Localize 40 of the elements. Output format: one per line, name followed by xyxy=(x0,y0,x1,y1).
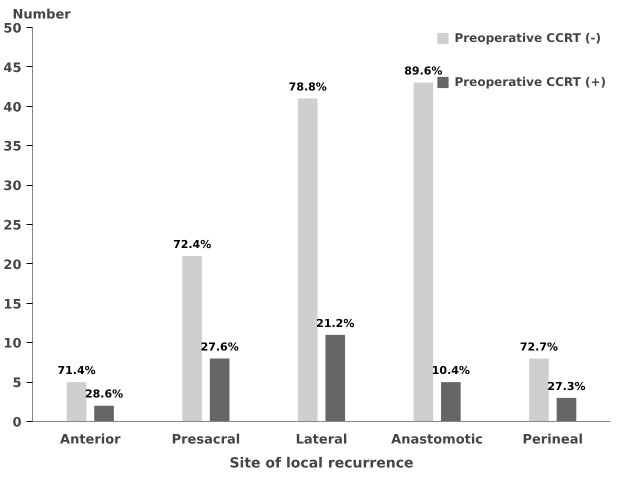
annotation: 78.8% xyxy=(288,80,327,94)
bar xyxy=(182,256,202,422)
y-tick-label: 10 xyxy=(3,336,22,352)
y-axis-title: Number xyxy=(12,8,72,22)
annotation: 71.4% xyxy=(57,364,96,378)
bar xyxy=(325,334,346,422)
bar xyxy=(94,406,114,422)
y-tick-label: 50 xyxy=(3,22,22,36)
bar xyxy=(66,382,86,422)
bar xyxy=(210,358,230,422)
y-tick-label: 40 xyxy=(3,100,22,116)
bar xyxy=(414,82,434,422)
bar xyxy=(298,98,318,422)
y-tick-label: 5 xyxy=(12,376,22,392)
annotation: 10.4% xyxy=(432,364,470,378)
bar xyxy=(556,398,576,422)
legend-label: Preoperative CCRT (+) xyxy=(454,75,606,89)
y-tick-label: 20 xyxy=(3,258,22,273)
y-tick-label: 25 xyxy=(3,218,22,234)
y-tick-label: 15 xyxy=(3,297,22,312)
x-axis-title: Site of local recurrence xyxy=(229,456,414,472)
x-tick-label: Anterior xyxy=(60,432,122,448)
annotation: 28.6% xyxy=(84,388,124,401)
bar xyxy=(441,382,461,422)
x-tick-label: Anastomotic xyxy=(391,432,484,448)
bar xyxy=(529,358,549,422)
annotation: 27.6% xyxy=(200,340,239,354)
x-tick-label: Presacral xyxy=(172,432,240,448)
annotation: 89.6% xyxy=(404,64,442,78)
annotation: 72.4% xyxy=(173,238,212,252)
annotation: 21.2% xyxy=(316,316,354,330)
annotation: 27.3% xyxy=(547,380,586,393)
y-tick-label: 35 xyxy=(3,140,22,155)
x-tick-label: Perineal xyxy=(522,432,583,448)
y-tick-label: 30 xyxy=(3,179,22,194)
x-tick-label: Lateral xyxy=(296,432,348,448)
legend-label: Preoperative CCRT (-) xyxy=(454,31,601,45)
annotation: 72.7% xyxy=(520,340,558,354)
y-tick-label: 45 xyxy=(3,60,22,76)
y-tick-label: 0 xyxy=(12,416,22,430)
